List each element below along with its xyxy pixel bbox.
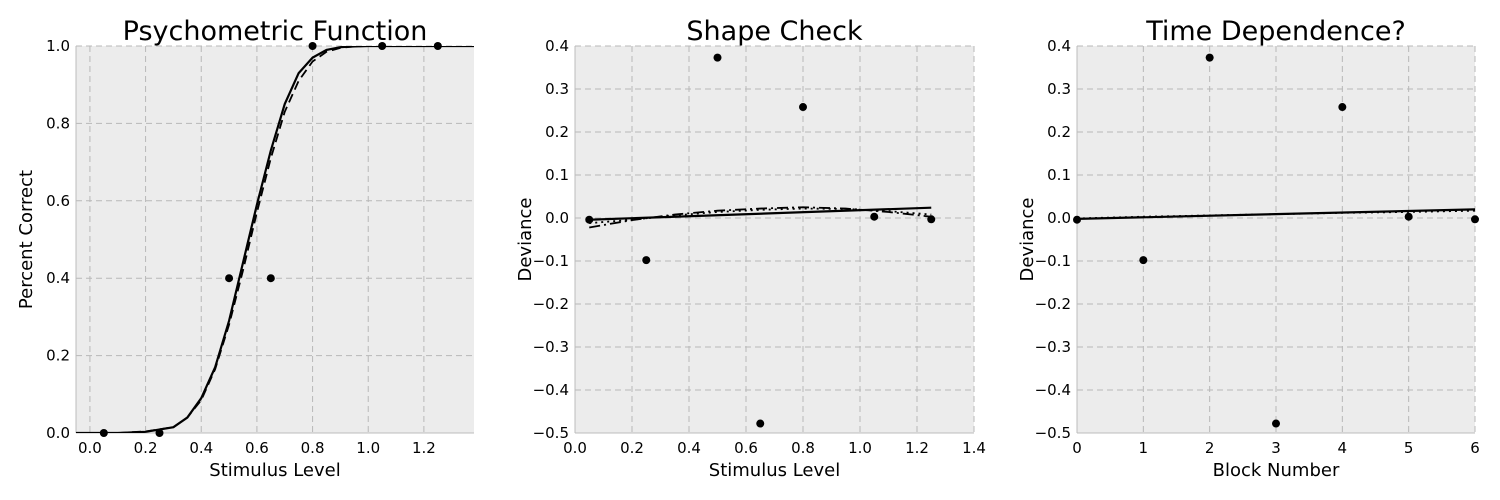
data-point [927, 215, 936, 224]
y-tick-label: 0.2 [1047, 123, 1071, 141]
y-tick-label: 0.0 [46, 424, 70, 442]
y-tick-label: 0.3 [545, 80, 569, 98]
y-tick-label: 0.1 [1047, 166, 1071, 184]
chart-panel-2: 0.0 0.2 0.4 0.6 0.8 1.0 1.2 1.4 −0.5 −0.4 −0.3 −0.2… [515, 16, 986, 481]
x-tick-label: 6 [1470, 439, 1480, 457]
y-tick-label: 0.2 [46, 347, 70, 365]
x-tick-label: 0.0 [78, 439, 102, 457]
y-tick-label: 0.8 [46, 114, 70, 132]
y-tick-label: −0.5 [1035, 424, 1071, 442]
x-tick-label: 1.0 [848, 439, 872, 457]
data-point [1272, 419, 1280, 428]
y-tick-label: −0.2 [533, 295, 569, 313]
y-tick-label: 0.4 [1047, 37, 1071, 55]
data-point [1073, 215, 1081, 224]
x-tick-label: 0.4 [189, 439, 213, 457]
y-tick-label: −0.4 [1035, 381, 1071, 399]
y-tick-label: −0.3 [533, 338, 569, 356]
plot-content [1077, 208, 1475, 220]
x-tick-label: 1 [1139, 439, 1149, 457]
x-tick-label: 2 [1205, 439, 1215, 457]
y-axis-label: Deviance [515, 198, 536, 282]
y-tick-label: −0.4 [533, 381, 569, 399]
x-axis-label: Stimulus Level [709, 460, 840, 481]
data-point [799, 103, 807, 112]
y-tick-label: 0.4 [46, 269, 70, 287]
fit-line-solid [1077, 208, 1475, 220]
chart-title: Psychometric Function [123, 16, 428, 47]
x-tick-label: 0 [1072, 439, 1082, 457]
data-point [308, 42, 317, 50]
data-point [585, 215, 594, 224]
x-axis-label: Stimulus Level [209, 460, 340, 481]
y-tick-label: 0.6 [46, 192, 70, 210]
x-axis-label: Block Number [1213, 460, 1340, 481]
chart-title: Shape Check [686, 16, 863, 47]
y-tick-label: 0.2 [545, 123, 569, 141]
plot-content [589, 206, 932, 229]
data-point [1404, 212, 1413, 221]
y-tick-label: 0.3 [1047, 80, 1071, 98]
data-point [433, 42, 442, 50]
y-tick-label: −0.1 [1035, 252, 1071, 270]
x-tick-label: 0.0 [563, 439, 587, 457]
y-tick-label: 1.0 [46, 37, 70, 55]
data-point [756, 419, 765, 428]
x-tick-label: 5 [1404, 439, 1414, 457]
x-tick-label: 3 [1271, 439, 1281, 457]
x-tick-label: 4 [1338, 439, 1348, 457]
y-axis-label: Percent Correct [16, 170, 37, 309]
data-point [1205, 53, 1214, 62]
y-tick-label: −0.3 [1035, 338, 1071, 356]
x-tick-label: 1.2 [905, 439, 929, 457]
x-tick-label: 1.2 [412, 439, 436, 457]
y-tick-label: −0.2 [1035, 295, 1071, 313]
data-point [1471, 215, 1479, 224]
data-point [642, 256, 651, 265]
y-axis-label: Deviance [1017, 198, 1038, 282]
x-tick-label: 1.0 [356, 439, 380, 457]
data-point [99, 429, 108, 437]
plot-area [76, 46, 474, 433]
chart-panel-3: 0 1 2 3 4 5 6 −0.5 −0.4 −0.3 −0.2 −0.1 0.0 0.1 0.2 0.3 0… [1017, 16, 1480, 481]
x-tick-label: 0.2 [620, 439, 644, 457]
x-tick-label: 0.2 [134, 439, 158, 457]
data-point [1139, 256, 1148, 265]
data-point [1338, 103, 1347, 112]
data-point [225, 274, 234, 283]
data-point [266, 274, 275, 283]
y-tick-label: 0.4 [545, 37, 569, 55]
y-tick-label: −0.1 [533, 252, 569, 270]
plot-content [76, 46, 474, 433]
x-tick-label: 1.4 [962, 439, 986, 457]
fit-line-solid [589, 206, 932, 221]
x-tick-label: 0.6 [245, 439, 269, 457]
data-point [713, 53, 722, 62]
chart-title: Time Dependence? [1145, 16, 1406, 47]
x-tick-label: 0.4 [677, 439, 701, 457]
x-tick-label: 0.8 [301, 439, 325, 457]
y-tick-label: 0.1 [545, 166, 569, 184]
y-tick-label: 0.0 [545, 209, 569, 227]
data-point [378, 42, 387, 50]
y-tick-label: −0.5 [533, 424, 569, 442]
y-tick-label: 0.0 [1047, 209, 1071, 227]
data-point [155, 429, 164, 437]
plot-area [575, 46, 974, 433]
fit-line-solid [76, 46, 474, 433]
data-point [870, 212, 879, 221]
chart-panel-1: 0.0 0.2 0.4 0.6 0.8 1.0 1.2 0.0 0.2 0.4 0.6 0.8 1.0 P… [16, 16, 474, 481]
x-tick-label: 0.6 [734, 439, 758, 457]
x-tick-label: 0.8 [791, 439, 815, 457]
